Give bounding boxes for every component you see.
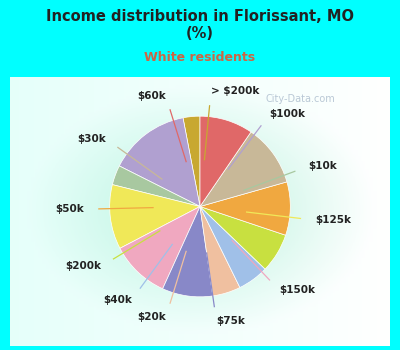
Text: $200k: $200k	[65, 261, 101, 271]
Text: $40k: $40k	[103, 295, 132, 305]
Text: $20k: $20k	[137, 312, 166, 322]
Text: > $200k: > $200k	[211, 86, 259, 96]
Wedge shape	[110, 184, 200, 248]
Text: White residents: White residents	[144, 51, 256, 64]
Text: $30k: $30k	[77, 134, 106, 144]
Text: City-Data.com: City-Data.com	[265, 94, 335, 105]
Wedge shape	[200, 132, 287, 206]
Wedge shape	[163, 206, 213, 297]
Wedge shape	[200, 206, 265, 287]
Text: $125k: $125k	[315, 215, 351, 225]
Wedge shape	[119, 118, 200, 206]
Text: $10k: $10k	[308, 161, 337, 171]
Wedge shape	[200, 116, 251, 206]
Wedge shape	[183, 116, 200, 206]
Text: $60k: $60k	[137, 91, 166, 101]
Wedge shape	[120, 206, 200, 289]
Wedge shape	[200, 206, 240, 296]
Wedge shape	[112, 166, 200, 206]
Text: $50k: $50k	[56, 204, 84, 214]
Text: $100k: $100k	[270, 109, 306, 119]
Text: Income distribution in Florissant, MO
(%): Income distribution in Florissant, MO (%…	[46, 9, 354, 41]
Wedge shape	[200, 206, 286, 269]
Wedge shape	[200, 182, 290, 235]
Text: $150k: $150k	[280, 286, 316, 295]
Text: $75k: $75k	[216, 316, 245, 326]
